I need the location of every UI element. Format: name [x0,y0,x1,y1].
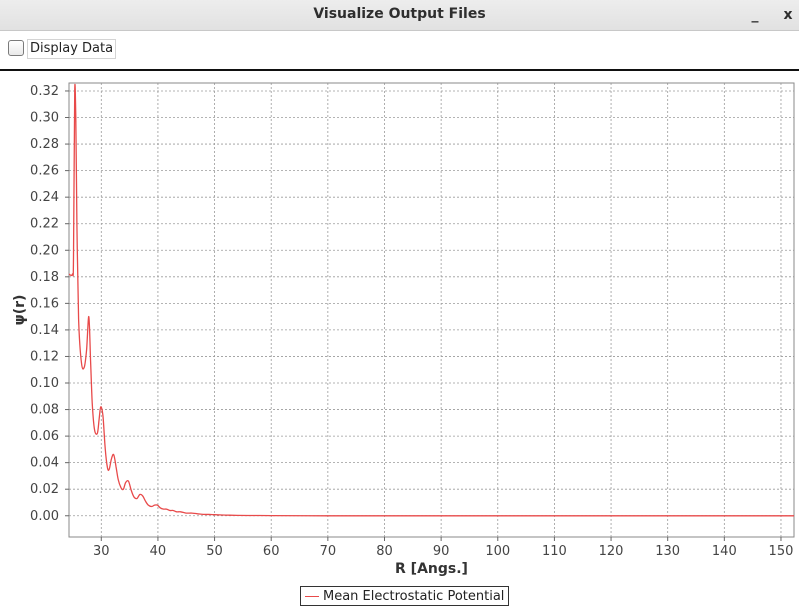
y-tick-label: 0.30 [30,111,59,126]
y-tick-label: 0.00 [30,509,59,524]
chart-panel: 30 40 50 60 70 80 90 100 110 120 130 140 150 0.00 0.02… [0,73,799,609]
x-tick-label: 100 [485,544,510,559]
y-tick-label: 0.04 [30,456,59,471]
y-tick-label: 0.06 [30,429,59,444]
y-tick-label: 0.22 [30,217,59,232]
plot-border [68,82,795,538]
x-tick-label: 80 [376,544,393,559]
toolbar: Display Data [0,31,799,71]
y-tick-label: 0.28 [30,137,59,152]
plot-area [69,83,794,537]
legend-label: Mean Electrostatic Potential [323,588,505,604]
y-tick-label: 0.20 [30,243,59,258]
legend-swatch [305,595,319,597]
y-tick-label: 0.26 [30,164,59,179]
y-tick-label: 0.08 [30,403,59,418]
y-tick-label: 0.18 [30,270,59,285]
x-tick-label: 150 [769,544,794,559]
x-tick-label: 120 [599,544,624,559]
x-tick-label: 140 [712,544,737,559]
line-chart: 30 40 50 60 70 80 90 100 110 120 130 140 150 0.00 0.02… [12,82,795,577]
y-axis-label: ψ(r) [12,295,28,326]
close-button[interactable]: x [783,7,793,23]
x-tick-label: 90 [433,544,450,559]
x-tick-label: 50 [206,544,223,559]
display-data-label[interactable]: Display Data [27,39,117,59]
y-tick-label: 0.16 [30,296,59,311]
window-title: Visualize Output Files [313,6,486,22]
title-bar: Visualize Output Files _ x [0,0,799,31]
y-tick-label: 0.14 [30,323,59,338]
x-tick-label: 70 [320,544,337,559]
x-tick-label: 110 [542,544,567,559]
x-tick-label: 40 [150,544,167,559]
y-tick-label: 0.12 [30,349,59,364]
y-tick-label: 0.32 [30,84,59,99]
chart-legend: Mean Electrostatic Potential [300,586,510,606]
y-tick-label: 0.10 [30,376,59,391]
y-tick-label: 0.24 [30,190,59,205]
x-tick-label: 130 [655,544,680,559]
x-axis-label: R [Angs.] [395,561,468,577]
minimize-button[interactable]: _ [751,7,759,23]
x-tick-label: 60 [263,544,280,559]
x-tick-label: 30 [93,544,110,559]
series-line-mean-electrostatic-potential [68,84,794,517]
y-tick-label: 0.02 [30,482,59,497]
display-data-checkbox[interactable] [8,40,24,56]
